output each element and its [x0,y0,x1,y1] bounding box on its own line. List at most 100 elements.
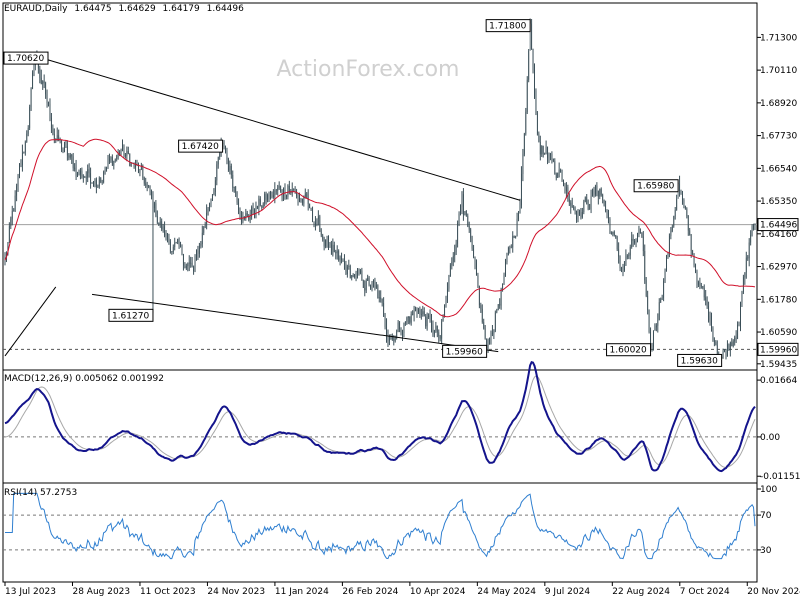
candle-body [515,236,517,238]
candle-body [316,218,318,226]
candle-body [748,242,750,259]
candle-body [751,225,753,235]
rsi-tick-label: 70 [760,511,772,521]
candle-body [329,242,331,245]
candle-body [571,205,573,208]
candle-body [509,247,511,249]
candle-body [267,195,268,200]
candle-body [541,145,543,155]
candle-body [133,162,135,168]
candle-body [426,317,428,327]
candle-body [259,198,261,206]
candle-body [693,254,695,266]
candle-body [638,231,640,234]
rsi-line [5,492,756,560]
candle-body [135,163,136,168]
candle-body [156,216,158,223]
candle-body [670,230,672,236]
candle-body [641,232,643,237]
candle-body [610,232,612,234]
candle-body [711,315,712,329]
candle-body [471,238,473,249]
candle-body [683,199,685,206]
open-value: 1.64475 [74,4,112,14]
candle-body [484,328,486,339]
price-tick-label: 1.71300 [760,33,797,43]
candle-body [413,311,415,315]
high-value: 1.64629 [118,4,156,14]
candle-body [154,203,155,209]
candle-body [500,288,502,306]
candle-body [716,345,718,354]
candle-body [140,165,142,170]
candle-body [444,304,445,316]
candle-body [287,185,289,197]
price-annotation-box [633,179,679,193]
candle-body [532,49,534,70]
candle-body [346,266,348,275]
candle-body [625,256,627,266]
candle-body [130,163,132,167]
candle-body [111,156,113,166]
candle-body [394,338,396,341]
candle-body [23,152,25,154]
candle-body [301,198,303,204]
current-price-label: 1.64496 [760,221,797,231]
price-tick-label: 1.61780 [760,295,797,305]
candle-body [589,208,591,210]
candle-body [43,81,45,84]
candle-body [344,261,345,265]
candle-body [399,322,400,329]
candle-body [435,325,437,331]
candle-body [586,197,588,205]
candle-body [647,295,649,310]
candle-body [82,176,84,178]
candle-body [319,216,321,232]
candle-body [613,231,615,236]
candle-body [727,344,728,356]
candle-body [87,169,89,178]
candle-body [679,183,680,191]
rsi-tick-label: 30 [760,546,772,556]
candle-body [381,298,383,304]
candle-body [557,173,559,178]
candle-body [16,186,18,196]
candle-body [238,202,239,210]
macd-main-line [4,361,756,473]
price-annotation-label: 1.60020 [610,346,647,356]
candle-body [306,193,308,198]
candle-body [432,326,434,334]
candle-body [4,254,6,261]
price-tick-label: 1.64160 [760,230,797,240]
candle-body [181,244,183,255]
candle-body [228,159,229,171]
candle-body [383,303,385,317]
candle-body [545,146,547,154]
candle-body [283,187,284,197]
candle-body [322,235,324,240]
candle-body [645,280,647,296]
date-tick-label: 28 Aug 2023 [72,587,130,597]
candle-body [740,302,741,325]
candle-body [223,144,225,148]
candle-body [145,183,147,186]
candle-body [442,315,444,322]
candle-body [502,283,503,289]
date-tick-label: 22 Aug 2024 [612,587,670,597]
candle-body [519,205,521,214]
candle-body [406,318,408,322]
candle-body [389,335,390,341]
candle-body [606,211,608,214]
candle-body [584,197,586,202]
candle-body [705,297,707,300]
candle-body [441,321,443,339]
candle-body [225,147,226,154]
candle-body [310,207,312,211]
candle-body [22,152,23,166]
candle-body [191,263,193,268]
candle-body [80,170,81,175]
candle-body [483,322,485,329]
candle-body [245,213,247,219]
candle-body [380,297,382,299]
candle-body [239,209,241,217]
